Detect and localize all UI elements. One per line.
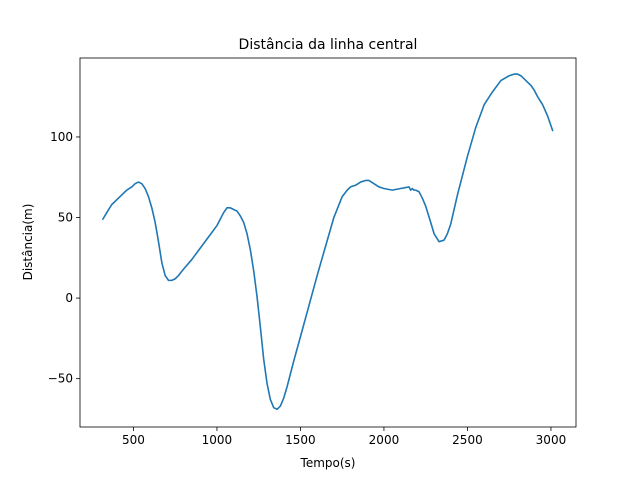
- x-axis-label: Tempo(s): [300, 456, 356, 470]
- plot-frame: [79, 57, 577, 428]
- x-tick-label: 2000: [369, 433, 400, 447]
- y-tick-label: 100: [50, 130, 73, 144]
- x-tick-label: 3000: [536, 433, 567, 447]
- x-tick-label: 2500: [452, 433, 483, 447]
- x-tick-label: 500: [122, 433, 145, 447]
- x-axis: 500 1000 1500 2000 2500 3000: [122, 427, 566, 447]
- x-tick-label: 1000: [202, 433, 233, 447]
- y-axis-label: Distância(m): [21, 204, 35, 281]
- y-tick-label: 0: [65, 291, 73, 305]
- chart-title: Distância da linha central: [239, 37, 418, 53]
- plot-area: [79, 57, 577, 428]
- y-tick-label: 50: [58, 211, 73, 225]
- x-tick-label: 1500: [285, 433, 316, 447]
- y-axis: −50 0 50 100: [48, 130, 80, 386]
- y-tick-label: −50: [48, 372, 73, 386]
- series-line: [102, 73, 554, 411]
